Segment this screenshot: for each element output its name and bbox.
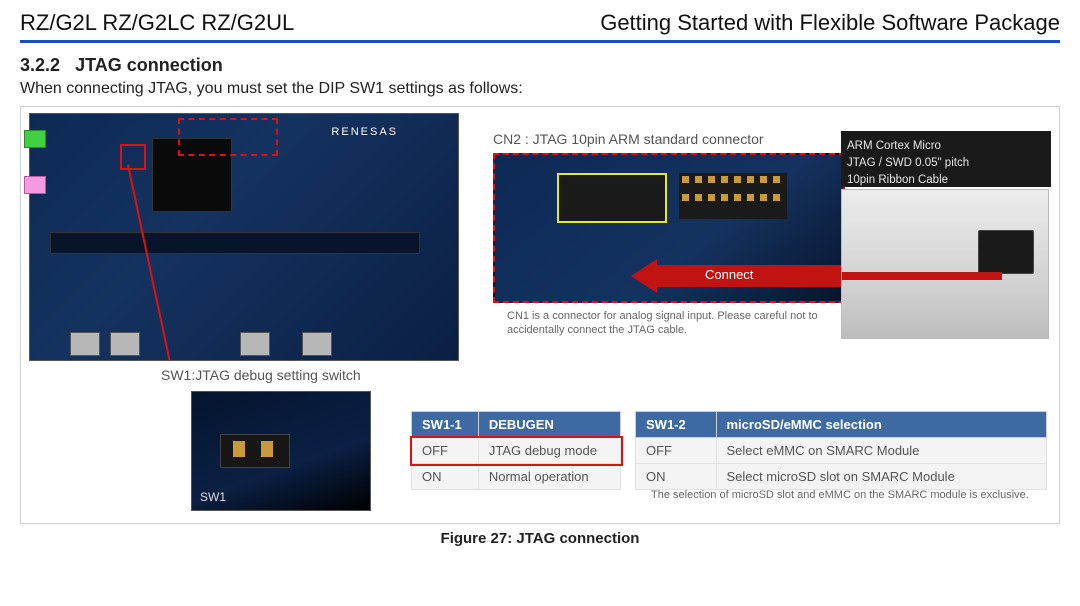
table-header: SW1-2 <box>636 412 717 438</box>
cn1-note: CN1 is a connector for analog signal inp… <box>507 309 847 338</box>
sw1-label: SW1:JTAG debug setting switch <box>161 367 361 383</box>
header-right: Getting Started with Flexible Software P… <box>600 10 1060 36</box>
cable-label-line: JTAG / SWD 0.05" pitch <box>841 154 1041 171</box>
audio-jack-icon <box>24 176 46 194</box>
cn2-photo: Connect <box>493 153 845 303</box>
table-row: OFF JTAG debug mode <box>412 438 621 464</box>
table-row: OFF Select eMMC on SMARC Module <box>636 438 1047 464</box>
table-cell: Normal operation <box>478 464 620 490</box>
table-row: ON Select microSD slot on SMARC Module <box>636 464 1047 490</box>
header-left: RZ/G2L RZ/G2LC RZ/G2UL <box>20 10 294 36</box>
dip-switch-icon <box>220 434 290 468</box>
cable-label: ARM Cortex Micro JTAG / SWD 0.05" pitch … <box>841 137 1041 188</box>
connect-text: Connect <box>705 267 753 282</box>
table-header: DEBUGEN <box>478 412 620 438</box>
table-row: ON Normal operation <box>412 464 621 490</box>
port-icon <box>110 332 140 356</box>
sw1-1-table: SW1-1 DEBUGEN OFF JTAG debug mode ON Nor… <box>411 411 621 490</box>
connector-slot-icon <box>50 232 420 254</box>
port-icon <box>240 332 270 356</box>
sw1-marker <box>120 144 146 170</box>
table-cell: Select microSD slot on SMARC Module <box>716 464 1047 490</box>
table-cell: ON <box>412 464 479 490</box>
port-icon <box>302 332 332 356</box>
table-cell: ON <box>636 464 717 490</box>
table-cell: JTAG debug mode <box>478 438 620 464</box>
figure-caption: Figure 27: JTAG connection <box>20 530 1060 547</box>
section-intro: When connecting JTAG, you must set the D… <box>20 80 1060 98</box>
cn2-label: CN2 : JTAG 10pin ARM standard connector <box>493 131 764 147</box>
sw1-2-table: SW1-2 microSD/eMMC selection OFF Select … <box>635 411 1047 490</box>
sw1-photo-text: SW1 <box>200 490 226 504</box>
page-header: RZ/G2L RZ/G2LC RZ/G2UL Getting Started w… <box>20 10 1060 43</box>
table2-note: The selection of microSD slot and eMMC o… <box>651 489 1029 501</box>
section-number: 3.2.2 <box>20 55 60 75</box>
cable-photo <box>841 189 1049 339</box>
table-cell: OFF <box>636 438 717 464</box>
table-cell: OFF <box>412 438 479 464</box>
ribbon-plug-icon <box>978 230 1034 274</box>
cable-label-line: 10pin Ribbon Cable <box>841 171 1041 188</box>
table-cell: Select eMMC on SMARC Module <box>716 438 1047 464</box>
figure-box: RENESAS SW1:JTAG debug setting switch SW… <box>20 106 1060 524</box>
section-heading: 3.2.2 JTAG connection <box>20 55 1060 76</box>
audio-jack-icon <box>24 130 46 148</box>
cn2-region-marker <box>178 118 278 156</box>
section-title: JTAG connection <box>75 55 223 75</box>
pin-row-icon <box>679 173 787 219</box>
sw1-photo: SW1 <box>191 391 371 511</box>
ribbon-red-stripe <box>842 272 1002 280</box>
jtag-header-icon <box>557 173 667 223</box>
cable-label-line: ARM Cortex Micro <box>841 137 1041 154</box>
port-icon <box>70 332 100 356</box>
table-header: SW1-1 <box>412 412 479 438</box>
board-photo: RENESAS <box>29 113 459 361</box>
board-brand: RENESAS <box>331 126 398 138</box>
table-header: microSD/eMMC selection <box>716 412 1047 438</box>
